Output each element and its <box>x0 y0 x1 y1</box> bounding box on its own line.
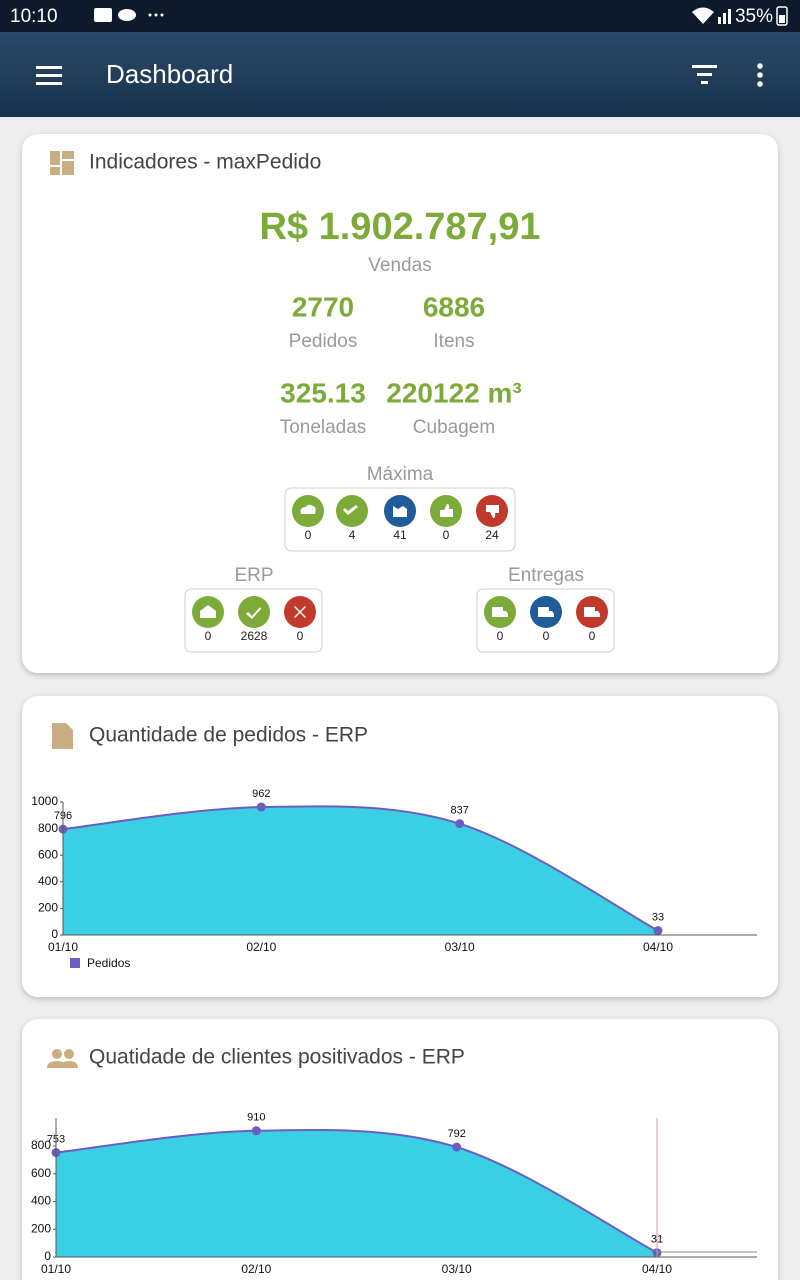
value-label: 962 <box>252 788 270 800</box>
x-tick-label: 02/10 <box>246 940 276 954</box>
status-glyph <box>393 506 407 517</box>
status-glyph <box>492 607 508 617</box>
group-title: ERP <box>234 565 273 586</box>
area <box>56 1130 657 1257</box>
point <box>452 1142 462 1152</box>
x-tick-label: 02/10 <box>241 1262 271 1276</box>
clients-chart: Quatidade de clientes positivados - ERP 0… <box>31 1046 757 1276</box>
status-count: 0 <box>305 528 312 542</box>
group-title: Máxima <box>367 464 434 485</box>
x-tick-label: 01/10 <box>41 1262 71 1276</box>
value-label: 33 <box>652 912 664 924</box>
y-tick-label: 1000 <box>31 794 58 808</box>
indicators-card <box>22 134 778 673</box>
filter-button[interactable] <box>692 65 717 84</box>
x-tick-label: 03/10 <box>445 940 475 954</box>
group-title: Entregas <box>508 565 584 586</box>
y-tick-label: 600 <box>31 1166 51 1180</box>
stat-label: Itens <box>433 331 474 352</box>
x-tick-label: 04/10 <box>643 940 673 954</box>
status-count: 24 <box>485 528 499 542</box>
y-tick-label: 0 <box>51 927 58 941</box>
y-tick-label: 0 <box>44 1249 51 1263</box>
legend-swatch <box>70 958 80 968</box>
stat-value: 220122 m³ <box>386 377 521 408</box>
x-tick-label: 01/10 <box>48 940 78 954</box>
status-battery: 35% <box>735 6 773 27</box>
status-count: 0 <box>297 629 304 643</box>
status-count: 0 <box>589 629 596 643</box>
y-tick-label: 400 <box>38 874 58 888</box>
status-glyph <box>538 607 554 617</box>
card-title: Indicadores - maxPedido <box>89 151 321 174</box>
y-tick-label: 800 <box>31 1138 51 1152</box>
stat-label: Pedidos <box>289 331 358 352</box>
orders-icon <box>52 723 73 749</box>
status-count: 4 <box>349 528 356 542</box>
status-count: 41 <box>393 528 407 542</box>
app-bar <box>0 32 800 117</box>
y-tick-label: 200 <box>31 1221 51 1235</box>
status-glyph <box>300 504 316 514</box>
more-button[interactable] <box>757 63 763 87</box>
point <box>455 819 465 829</box>
y-tick-label: 400 <box>31 1194 51 1208</box>
status-time: 10:10 <box>10 6 58 27</box>
status-glyph <box>486 505 499 518</box>
battery-level <box>779 15 785 23</box>
value-label: 910 <box>247 1112 265 1124</box>
status-glyph <box>584 607 600 617</box>
status-glyph <box>200 605 216 618</box>
point <box>251 1126 261 1136</box>
y-tick-label: 200 <box>38 901 58 915</box>
status-glyph <box>246 607 261 619</box>
status-count: 0 <box>497 629 504 643</box>
sales-label: Vendas <box>368 255 431 276</box>
stat-label: Cubagem <box>413 417 495 438</box>
chart-title: Quatidade de clientes positivados - ERP <box>89 1046 465 1069</box>
y-tick-label: 800 <box>38 821 58 835</box>
status-glyph <box>294 606 306 618</box>
chart-title: Quantidade de pedidos - ERP <box>89 724 368 747</box>
status-count: 0 <box>205 629 212 643</box>
point <box>653 926 663 936</box>
status-icon <box>238 596 270 628</box>
value-label: 792 <box>447 1128 465 1140</box>
orders-chart: Quantidade de pedidos - ERP 0 200 400 600 800… <box>31 724 757 970</box>
menu-button[interactable] <box>36 66 62 85</box>
stat-value: 325.13 <box>280 377 366 408</box>
battery-icon <box>776 6 788 26</box>
status-glyph <box>440 504 453 517</box>
value-label: 837 <box>450 805 468 817</box>
x-tick-label: 03/10 <box>442 1262 472 1276</box>
status-glyph <box>343 505 358 515</box>
app-title: Dashboard <box>106 59 233 89</box>
indicators-icon <box>50 151 74 175</box>
stat-value: 2770 <box>292 291 354 322</box>
status-count: 0 <box>443 528 450 542</box>
status-count: 2628 <box>241 629 268 643</box>
status-count: 0 <box>543 629 550 643</box>
status-icons <box>94 7 731 24</box>
clients-icon <box>47 1049 78 1068</box>
stat-value: 6886 <box>423 291 485 322</box>
point <box>256 802 266 812</box>
line <box>62 805 659 932</box>
legend-label: Pedidos <box>87 956 130 970</box>
status-groups: Máxima 0 4 41 0 24 ERP 0 2628 0 Entregas 0 0 0 <box>184 464 615 653</box>
stat-label: Toneladas <box>280 417 367 438</box>
sales-value: R$ 1.902.787,91 <box>259 206 540 248</box>
y-tick-label: 600 <box>38 847 58 861</box>
line <box>55 1129 658 1254</box>
area <box>63 806 658 935</box>
x-tick-label: 04/10 <box>642 1262 672 1276</box>
